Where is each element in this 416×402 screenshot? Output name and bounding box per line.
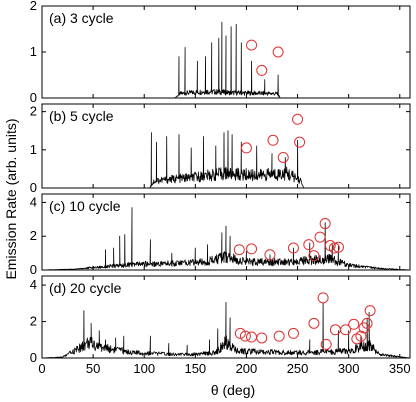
emission-trace (42, 207, 410, 271)
y-tick-label: 4 (30, 277, 37, 292)
x-axis-label: θ (deg) (211, 382, 255, 398)
panel-label: (a) 3 cycle (49, 10, 114, 26)
y-tick-label: 2 (30, 314, 37, 329)
peak-marker (329, 324, 341, 336)
panel-frame (41, 103, 411, 189)
peak-marker (308, 250, 320, 262)
x-tick-label: 100 (133, 361, 155, 376)
y-tick-label: 2 (30, 104, 37, 119)
peak-marker (246, 331, 258, 343)
peak-marker (256, 332, 268, 344)
peak-marker (355, 330, 367, 342)
panel-label: (c) 10 cycle (49, 198, 121, 214)
y-tick-label: 4 (30, 194, 37, 209)
peak-marker (267, 134, 279, 146)
panel-frame (41, 193, 411, 271)
peak-marker (328, 242, 340, 254)
peak-marker (240, 142, 252, 154)
peak-marker (272, 46, 284, 58)
y-tick-label: 0 (30, 180, 37, 195)
y-tick-label: 0 (30, 262, 37, 277)
peak-marker (292, 113, 304, 125)
panel-1: 0 1 2 (a) 3 cycle (30, 0, 411, 105)
peak-marker (361, 317, 373, 329)
x-tick-label: 50 (86, 361, 100, 376)
peak-marker (364, 305, 376, 317)
y-tick-label: 2 (30, 228, 37, 243)
y-tick-label: 2 (30, 0, 37, 13)
peak-marker (348, 318, 360, 330)
y-axis-label: Emission Rate (arb. units) (3, 118, 19, 279)
peak-marker (234, 327, 246, 339)
x-tick-label: 250 (287, 361, 309, 376)
y-tick-label: 1 (30, 142, 37, 157)
x-tick-label: 300 (338, 361, 360, 376)
peak-marker (314, 231, 326, 243)
y-tick-label: 0 (30, 90, 37, 105)
peak-marker (308, 317, 320, 329)
x-tick-label: 150 (184, 361, 206, 376)
x-tick-label: 0 (38, 361, 45, 376)
peak-marker (246, 39, 258, 51)
panel-label: (b) 5 cycle (49, 108, 114, 124)
peak-marker (239, 330, 251, 342)
peak-marker (277, 151, 289, 163)
peak-marker (264, 249, 276, 261)
peak-marker (332, 241, 344, 253)
x-tick-label: 200 (236, 361, 258, 376)
peak-marker (320, 338, 332, 350)
y-tick-label: 1 (30, 44, 37, 59)
x-tick-label: 350 (389, 361, 411, 376)
y-tick-label: 0 (30, 350, 37, 365)
panel-label: (d) 20 cycle (49, 280, 122, 296)
panel-2: 0 1 2 (b) 5 cycle (30, 103, 411, 195)
emission-trace (42, 302, 410, 359)
panel-frame (41, 275, 411, 359)
peak-marker (256, 64, 268, 76)
peak-marker (340, 324, 352, 336)
peak-marker (294, 136, 306, 148)
panel-3: 0 2 4 (c) 10 cycle (30, 193, 411, 277)
peak-marker (233, 244, 245, 256)
peak-marker (319, 218, 331, 230)
peak-marker (287, 242, 299, 254)
peak-marker (246, 243, 258, 255)
emission-trace (149, 130, 304, 189)
panel-4: 0 2 4 (d) 20 cycle (30, 275, 411, 365)
peak-marker (287, 327, 299, 339)
peak-marker (317, 292, 329, 304)
x-axis: 0 50 100 150 200 250 300 350 (38, 361, 410, 376)
peak-marker (303, 239, 315, 251)
emission-trace (174, 21, 281, 99)
peak-marker (273, 330, 285, 342)
